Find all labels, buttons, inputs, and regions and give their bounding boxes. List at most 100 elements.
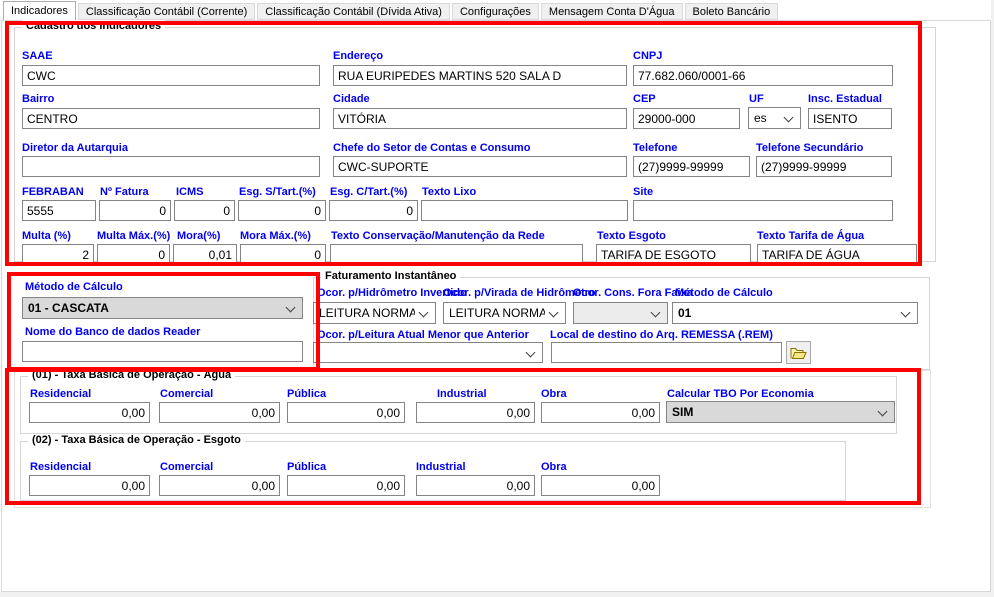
tbo-agua-obra-input[interactable] (541, 402, 660, 423)
groupbox-cadastro-title: Cadastro dos Indicadores (22, 20, 166, 32)
tbo-esgoto-residencial-input[interactable] (29, 475, 150, 496)
open-folder-icon (790, 347, 807, 359)
tbo-agua-residencial-input[interactable] (29, 402, 150, 423)
window-right-margin (991, 0, 994, 597)
ocor-virada-hidrometro-label: Ocor. p/Virada de Hidrômetro (443, 287, 596, 299)
tbo-esgoto-residencial-label: Residencial (30, 461, 92, 473)
icms-input[interactable] (174, 200, 235, 221)
bairro-input[interactable] (22, 108, 320, 129)
uf-select[interactable]: es (748, 107, 801, 129)
cidade-input[interactable] (333, 108, 627, 129)
tab-mensagem-conta-dagua[interactable]: Mensagem Conta D'Água (540, 3, 683, 20)
tbo-agua-comercial-input[interactable] (159, 402, 280, 423)
esg-c-tart-input[interactable] (329, 200, 418, 221)
texto-tarifa-agua-label: Texto Tarifa de Água (757, 230, 865, 242)
endereco-label: Endereço (333, 50, 384, 62)
icms-label: ICMS (176, 186, 204, 198)
numero-fatura-input[interactable] (99, 200, 171, 221)
metodo-calculo-label: Método de Cálculo (25, 281, 123, 293)
texto-esgoto-label: Texto Esgoto (597, 230, 666, 242)
esg-s-tart-label: Esg. S/Tart.(%) (239, 186, 316, 198)
ocor-cons-fora-faixa-label: Ocor. Cons. Fora Faixa (573, 287, 693, 299)
metodo-calculo-select[interactable]: 01 - CASCATA (22, 297, 303, 319)
mora-label: Mora(%) (177, 230, 221, 242)
ocor-virada-hidrometro-select[interactable]: LEITURA NORMAL (443, 302, 566, 324)
banco-reader-label: Nome do Banco de dados Reader (25, 326, 201, 338)
numero-fatura-label: Nº Fatura (100, 186, 149, 198)
multa-label: Multa (%) (22, 230, 71, 242)
groupbox-tbo-esgoto-title: (02) - Taxa Básica de Operação - Esgoto (28, 434, 245, 446)
local-remessa-input[interactable] (551, 342, 782, 363)
site-label: Site (633, 186, 654, 198)
multa-max-label: Multa Máx.(%) (97, 230, 171, 242)
ocor-leitura-menor-label: Ocor. p/Leitura Atual Menor que Anterior (317, 329, 529, 341)
esg-s-tart-input[interactable] (238, 200, 326, 221)
tbo-agua-publica-label: Pública (287, 388, 327, 400)
saae-label: SAAE (22, 50, 53, 62)
tbo-agua-publica-input[interactable] (287, 402, 405, 423)
mora-max-input[interactable] (240, 244, 326, 265)
cnpj-input[interactable] (633, 65, 893, 86)
texto-conservacao-input[interactable] (330, 244, 583, 265)
faturamento-metodo-calculo-select[interactable]: 01 (672, 302, 918, 324)
texto-esgoto-input[interactable] (596, 244, 751, 265)
chevron-down-icon (783, 112, 794, 123)
tbo-esgoto-publica-input[interactable] (287, 475, 405, 496)
telefone-input[interactable] (633, 156, 750, 177)
telefone-label: Telefone (633, 142, 678, 154)
chevron-down-icon (650, 307, 661, 318)
cep-input[interactable] (633, 108, 740, 129)
tbo-esgoto-obra-label: Obra (541, 461, 567, 473)
ocor-leitura-menor-select[interactable] (313, 342, 543, 363)
window-bottom-margin (0, 592, 994, 597)
groupbox-tbo-agua-title: (01) - Taxa Básica de Operação - Água (28, 369, 236, 381)
tab-configuracoes[interactable]: Configurações (451, 3, 539, 20)
febraban-input[interactable] (22, 200, 96, 221)
insc-estadual-input[interactable] (808, 108, 892, 129)
mora-input[interactable] (173, 244, 237, 265)
bairro-label: Bairro (22, 93, 55, 105)
tbo-agua-industrial-label: Industrial (437, 388, 487, 400)
tbo-esgoto-industrial-label: Industrial (416, 461, 466, 473)
tbo-esgoto-publica-label: Pública (287, 461, 327, 473)
local-remessa-label: Local de destino do Arq. REMESSA (.REM) (550, 329, 773, 341)
tbo-esgoto-obra-input[interactable] (541, 475, 660, 496)
browse-remessa-folder-button[interactable] (786, 341, 811, 364)
multa-max-input[interactable] (97, 244, 170, 265)
endereco-input[interactable] (333, 65, 627, 86)
multa-input[interactable] (22, 244, 94, 265)
ocor-hidrometro-invertido-select[interactable]: LEITURA NORMAL (313, 302, 436, 324)
cnpj-label: CNPJ (633, 50, 663, 62)
tbo-agua-industrial-input[interactable] (416, 402, 535, 423)
chevron-down-icon (900, 307, 911, 318)
insc-estadual-label: Insc. Estadual (808, 93, 882, 105)
texto-lixo-input[interactable] (421, 200, 628, 221)
tab-indicadores[interactable]: Indicadores (3, 1, 76, 20)
texto-tarifa-agua-input[interactable] (757, 244, 917, 265)
groupbox-tbo-agua: (01) - Taxa Básica de Operação - Água (20, 369, 897, 434)
diretor-autarquia-label: Diretor da Autarquia (22, 142, 128, 154)
groupbox-tbo-esgoto: (02) - Taxa Básica de Operação - Esgoto (20, 434, 846, 501)
chevron-down-icon (285, 302, 296, 313)
saae-input[interactable] (22, 65, 320, 86)
chevron-down-icon (525, 347, 536, 358)
chevron-down-icon (877, 406, 888, 417)
diretor-autarquia-input[interactable] (22, 156, 320, 177)
texto-lixo-label: Texto Lixo (422, 186, 477, 198)
telefone-secundario-label: Telefone Secundário (756, 142, 864, 154)
telefone-secundario-input[interactable] (756, 156, 892, 177)
chefe-setor-input[interactable] (333, 156, 627, 177)
chefe-setor-label: Chefe do Setor de Contas e Consumo (333, 142, 531, 154)
tbo-esgoto-comercial-label: Comercial (160, 461, 214, 473)
tab-classificacao-contabil-corrente[interactable]: Classificação Contábil (Corrente) (77, 3, 256, 20)
site-input[interactable] (633, 200, 893, 221)
ocor-cons-fora-faixa-select[interactable] (573, 302, 668, 324)
tbo-esgoto-comercial-input[interactable] (159, 475, 280, 496)
tab-boleto-bancario[interactable]: Boleto Bancário (684, 3, 779, 20)
tab-strip: Indicadores Classificação Contábil (Corr… (3, 1, 780, 20)
calcular-tbo-economia-label: Calcular TBO Por Economia (667, 388, 814, 400)
tab-classificacao-contabil-divida-ativa[interactable]: Classificação Contábil (Dívida Ativa) (257, 3, 450, 20)
banco-reader-input[interactable] (22, 341, 303, 362)
tbo-esgoto-industrial-input[interactable] (416, 475, 535, 496)
calcular-tbo-economia-select[interactable]: SIM (666, 401, 895, 423)
